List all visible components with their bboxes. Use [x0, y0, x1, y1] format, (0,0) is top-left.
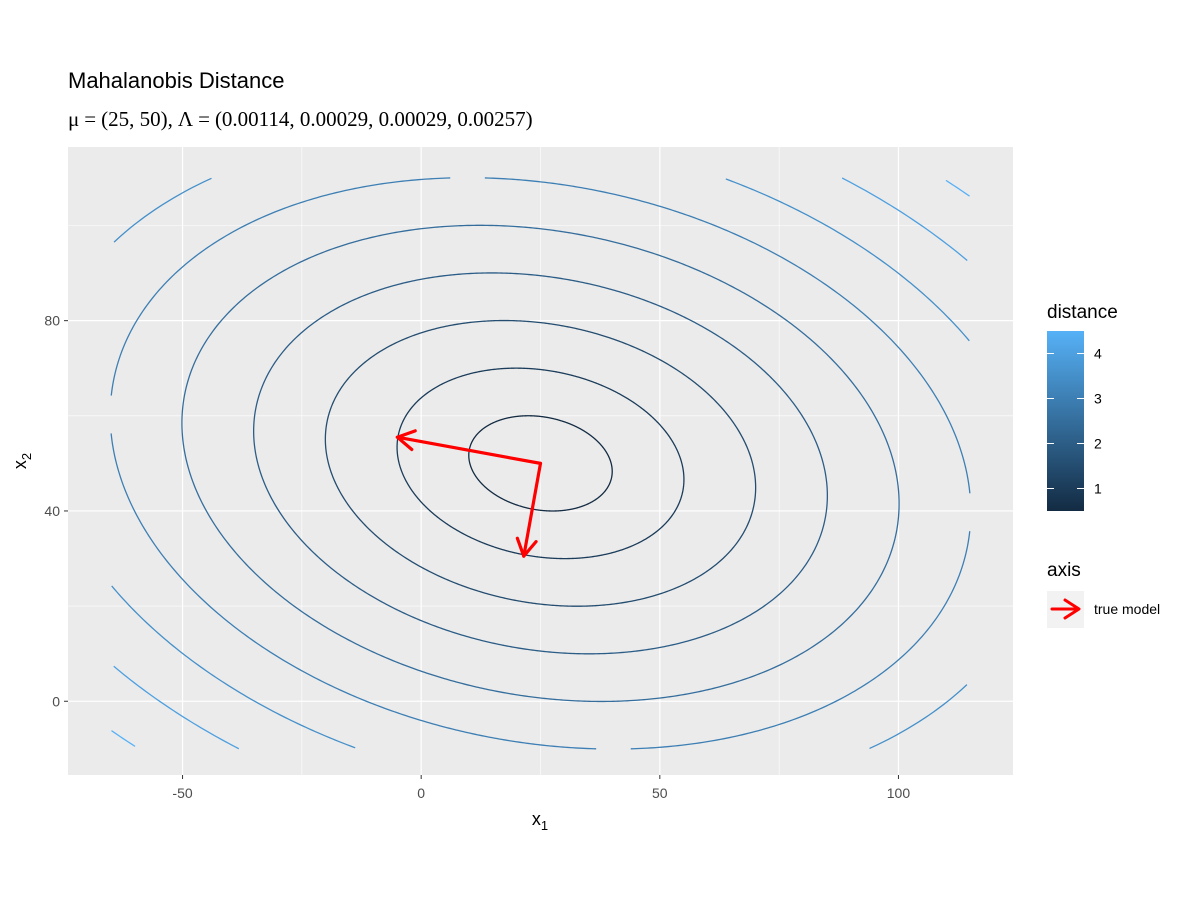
axis-ticks: -50 0 50 100 0 40 80 — [44, 313, 910, 801]
contour-line — [324, 319, 757, 607]
x-tick-label: 50 — [652, 785, 668, 801]
contour-line — [111, 730, 136, 747]
contour-lines — [110, 177, 971, 750]
contour-line — [252, 272, 829, 655]
chart-title: Mahalanobis Distance — [68, 68, 284, 93]
colorbar-tick-label: 1 — [1094, 481, 1102, 497]
x-axis-title-main: x — [532, 809, 541, 829]
subtitle-mu-value: (25, 50), — [101, 107, 173, 131]
axis-arrow — [522, 461, 543, 558]
colorbar-tick-label: 4 — [1094, 346, 1102, 362]
y-axis-title-sub: 2 — [19, 453, 34, 460]
legend-arrow-icon — [1063, 598, 1081, 620]
contour-line — [841, 177, 968, 261]
y-tick-label: 40 — [44, 503, 60, 519]
axis-arrows — [395, 429, 543, 558]
legend-colorbar-ticks: 1 2 3 4 — [1047, 346, 1102, 497]
contour-line — [396, 367, 685, 560]
contour-line — [110, 177, 451, 396]
contour-line — [725, 178, 970, 342]
y-axis-title: x2 — [10, 453, 34, 469]
chart-subtitle: μ = (25, 50), Λ = (0.00114, 0.00029, 0.00029,… — [68, 107, 533, 131]
subtitle-equals-1: = — [84, 107, 96, 131]
legend-axis-entry: true model — [1094, 601, 1160, 617]
subtitle-mu-symbol: μ — [68, 107, 79, 131]
legend-distance: distance 1 2 3 4 — [1047, 302, 1118, 511]
contour-line — [110, 433, 597, 750]
y-tick-label: 80 — [44, 313, 60, 329]
contour-line — [630, 531, 971, 750]
legend-axis-title: axis — [1047, 560, 1081, 581]
legend-colorbar — [1047, 331, 1084, 511]
contour-line — [111, 585, 356, 749]
legend-axis: axis true model — [1047, 560, 1160, 628]
grid — [68, 147, 1013, 775]
subtitle-lambda-symbol: Λ — [178, 107, 194, 131]
contour-line — [113, 177, 212, 243]
contour-line — [484, 177, 971, 494]
subtitle-equals-2: = — [198, 107, 210, 131]
x-axis-title-sub: 1 — [541, 818, 548, 833]
x-tick-label: 100 — [887, 785, 911, 801]
contour-line — [869, 684, 968, 750]
y-tick-label: 0 — [52, 693, 60, 709]
legend-distance-title: distance — [1047, 302, 1118, 323]
axis-arrow-head — [515, 536, 538, 558]
x-axis-title: x1 — [532, 809, 548, 833]
contour-line — [181, 224, 900, 703]
x-tick-label: -50 — [172, 785, 192, 801]
contour-line — [113, 665, 240, 750]
x-tick-label: 0 — [417, 785, 425, 801]
colorbar-tick-label: 3 — [1094, 391, 1102, 407]
subtitle-lambda-value: (0.00114, 0.00029, 0.00029, 0.00257) — [215, 107, 533, 131]
y-axis-title-main: x — [10, 460, 30, 469]
contour-line — [945, 179, 970, 197]
colorbar-tick-label: 2 — [1094, 436, 1102, 452]
contour-line — [468, 415, 613, 512]
axis-arrow-head — [395, 429, 417, 452]
axis-arrow — [395, 435, 543, 465]
